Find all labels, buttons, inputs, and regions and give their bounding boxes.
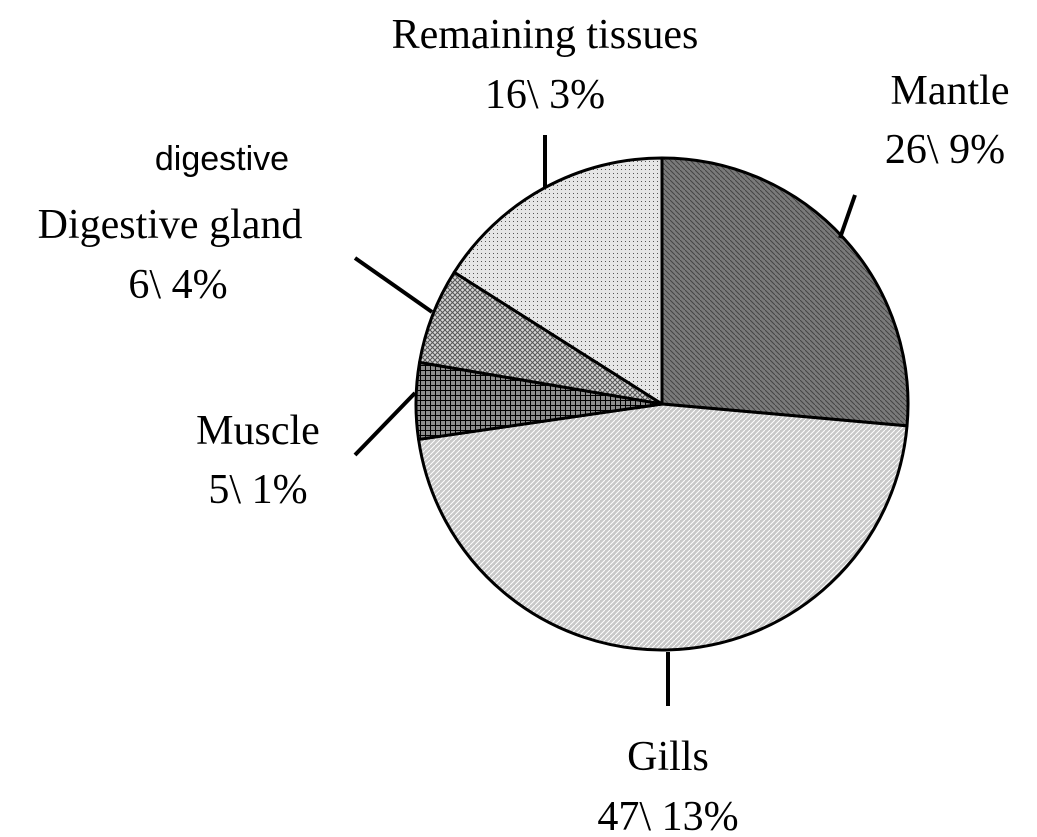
slice-value-label: 26\ 9%: [885, 127, 1005, 173]
slice-label: Muscle: [196, 408, 320, 454]
slice-label: Gills: [627, 734, 709, 780]
leader-line: [838, 194, 857, 239]
leader-line: [353, 391, 417, 457]
slice-label: Remaining tissues: [392, 12, 699, 58]
leader-line: [353, 256, 434, 314]
slice-value-label: 6\ 4%: [128, 262, 227, 308]
slice-label: Mantle: [891, 68, 1010, 114]
pie-slice: [660, 156, 910, 428]
pie-slice: [452, 156, 664, 406]
annotation: digestive: [155, 140, 289, 178]
slice-value-label: 16\ 3%: [485, 72, 605, 118]
slice-value-label: 47\ 13%: [597, 794, 738, 837]
pie-slice: [417, 402, 909, 652]
slice-label: Digestive gland: [38, 202, 303, 248]
slice-value-label: 5\ 1%: [208, 467, 307, 513]
